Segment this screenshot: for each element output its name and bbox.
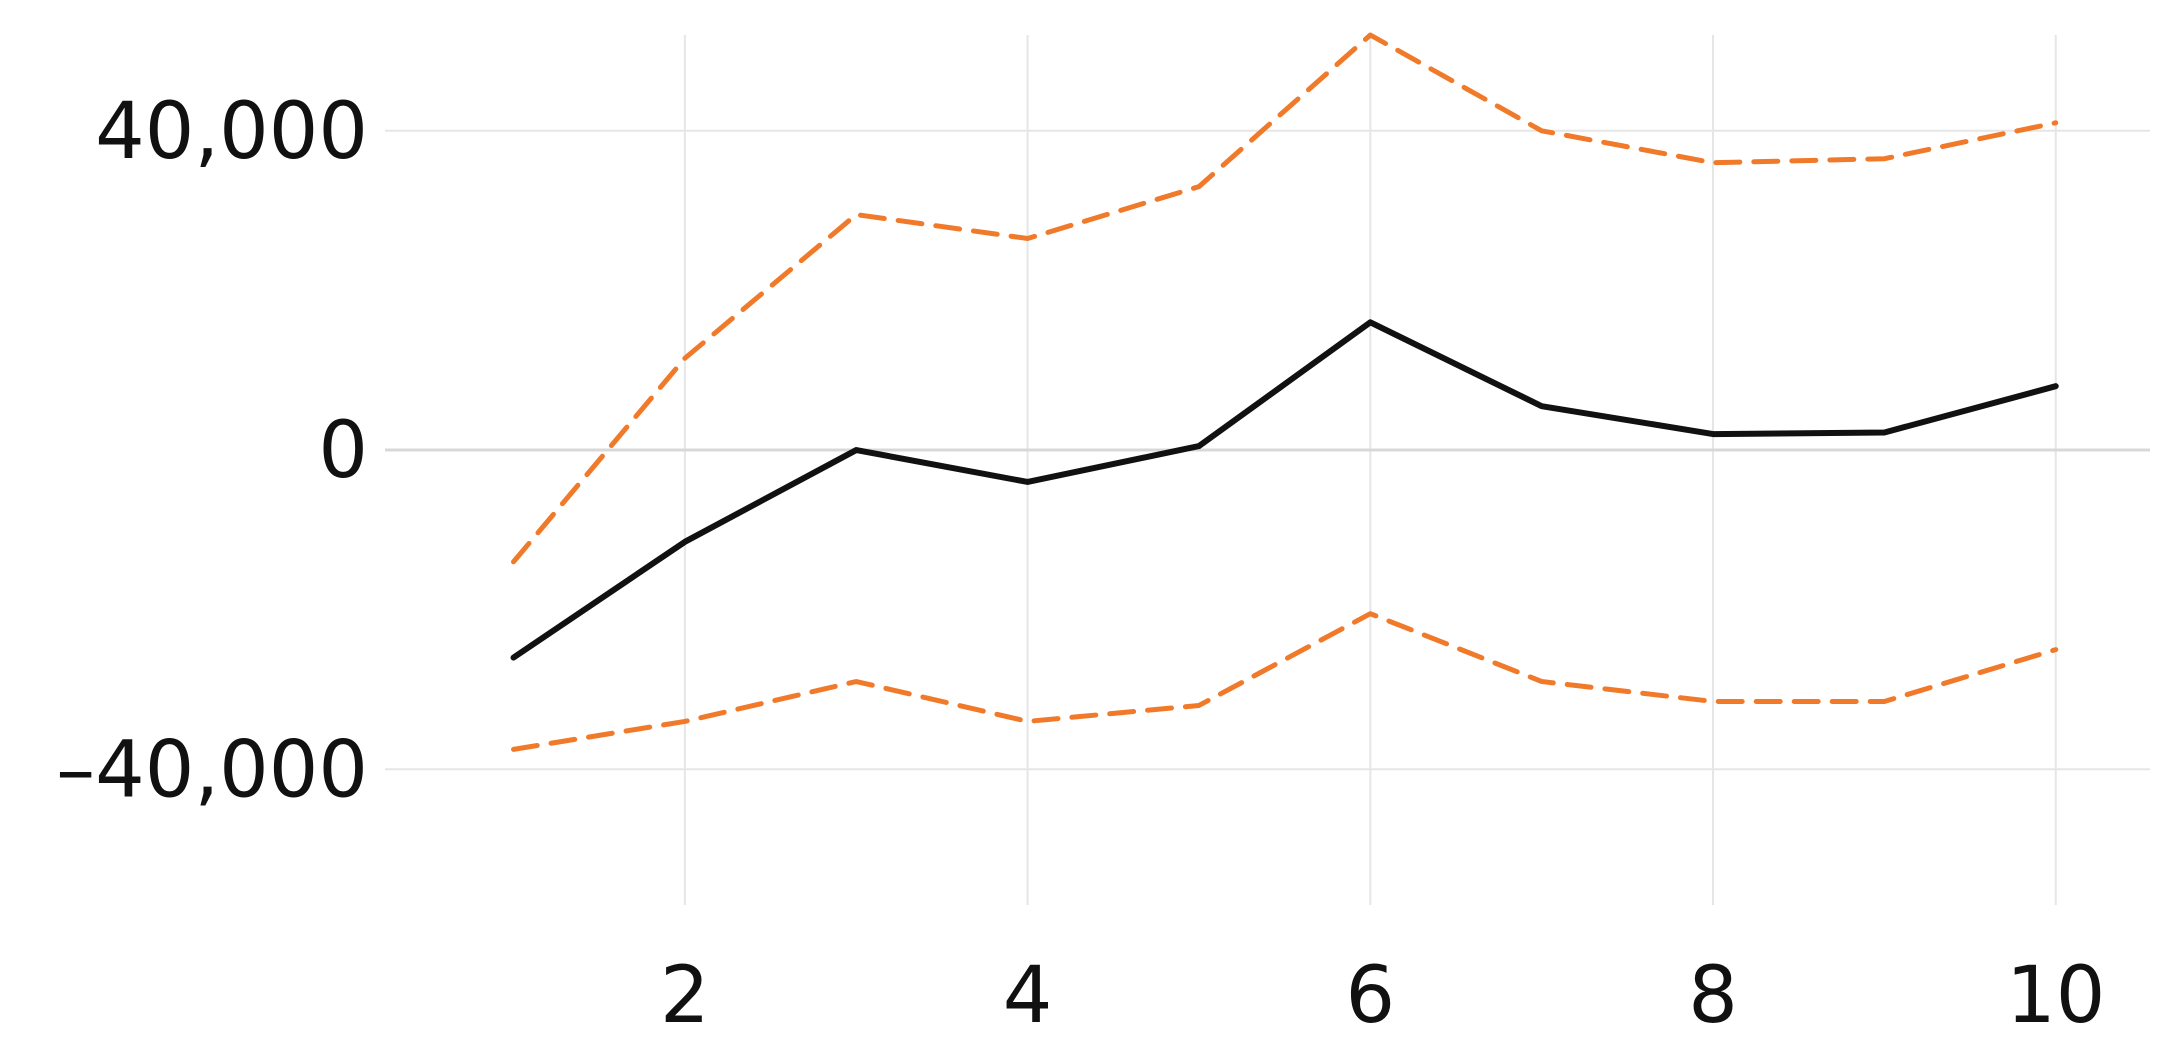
series-layer: [510, 32, 2059, 752]
series-line-2: [511, 611, 2059, 752]
x-tick-label-6: 6: [1345, 951, 1395, 1041]
grid-layer: [385, 35, 2150, 905]
y-tick-label-2: –40,000: [56, 725, 368, 815]
y-tick-label-1: 0: [318, 406, 368, 496]
label-layer: 2 4 6 8 10 40,000 0 –40,000: [56, 87, 2105, 1041]
series-line-0: [510, 319, 2059, 661]
y-tick-label-0: 40,000: [95, 87, 368, 177]
x-tick-label-8: 8: [1688, 951, 1738, 1041]
x-tick-label-10: 10: [2006, 951, 2105, 1041]
x-tick-label-2: 2: [660, 951, 710, 1041]
x-tick-label-4: 4: [1003, 951, 1053, 1041]
series-line-1: [511, 32, 2059, 565]
